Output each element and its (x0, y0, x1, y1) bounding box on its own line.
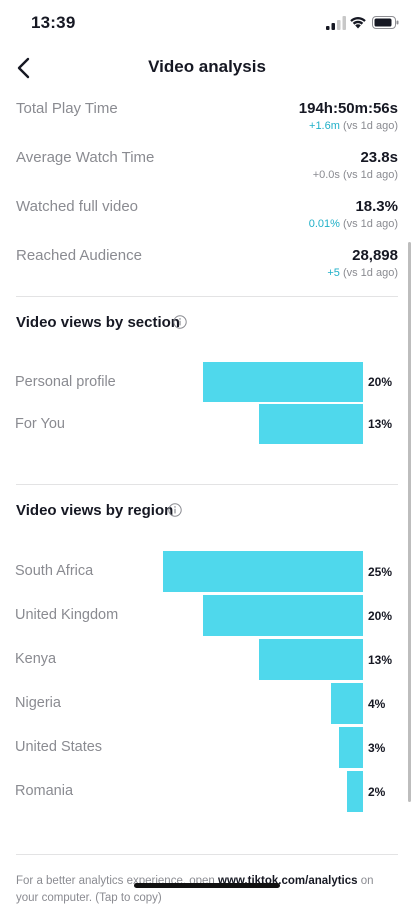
bar-label: Kenya (15, 651, 57, 667)
stat-total-play-time: Total Play Time 194h:50m:56s +1.6m (vs 1… (16, 96, 398, 145)
info-icon[interactable] (168, 503, 182, 517)
stat-delta: +5 (vs 1d ago) (327, 267, 398, 279)
page-title: Video analysis (148, 57, 266, 76)
stat-value: 28,898 (352, 247, 398, 264)
back-chevron-icon[interactable] (12, 54, 36, 82)
bar-percent: 4% (368, 697, 386, 711)
bar-label: United Kingdom (15, 607, 119, 623)
stat-delta: 0.01% (vs 1d ago) (309, 218, 398, 230)
stat-label: Reached Audience (16, 247, 142, 264)
stats-list: Total Play Time 194h:50m:56s +1.6m (vs 1… (16, 96, 398, 292)
stat-average-watch-time: Average Watch Time 23.8s +0.0s (vs 1d ag… (16, 145, 398, 194)
bar-percent: 20% (368, 375, 393, 389)
bar-label: South Africa (15, 563, 94, 579)
bar-label: Nigeria (15, 695, 61, 711)
bar (259, 639, 363, 680)
section-title-by-section: Video views by section (16, 314, 180, 331)
info-icon[interactable] (173, 315, 187, 329)
stat-delta: +0.0s (vs 1d ago) (313, 169, 398, 181)
bar (203, 362, 363, 402)
home-indicator (134, 883, 280, 888)
divider (16, 296, 398, 297)
bar (163, 551, 363, 592)
stat-value: 194h:50m:56s (298, 100, 398, 117)
divider (16, 484, 398, 485)
bar-label: Romania (15, 783, 74, 799)
stat-label: Watched full video (16, 198, 139, 215)
bar-row-nigeria: Nigeria 4% (0, 683, 414, 724)
bar-label: For You (15, 416, 65, 432)
bar (203, 595, 363, 636)
cellular-signal-icon (326, 16, 346, 30)
nav-header: Video analysis (0, 48, 414, 88)
stat-delta-value: +1.6m (309, 120, 340, 132)
status-time: 13:39 (31, 13, 76, 32)
stat-delta-value: +5 (327, 267, 340, 279)
bar-row-personal-profile: Personal profile 20% (0, 362, 414, 402)
bar-row-south-africa: South Africa 25% (0, 551, 414, 592)
bar-percent: 3% (368, 741, 386, 755)
stat-watched-full-video: Watched full video 18.3% 0.01% (vs 1d ag… (16, 194, 398, 243)
stat-delta: +1.6m (vs 1d ago) (309, 120, 398, 132)
wifi-icon (350, 17, 366, 29)
bar-percent: 13% (368, 653, 393, 667)
bar-row-united-states: United States 3% (0, 727, 414, 768)
bar-percent: 20% (368, 609, 393, 623)
stat-value: 18.3% (355, 198, 398, 215)
bar (339, 727, 363, 768)
stat-delta-suffix: (vs 1d ago) (339, 169, 398, 181)
stat-label: Total Play Time (16, 100, 118, 117)
scrollbar[interactable] (408, 242, 411, 802)
stat-delta-suffix: (vs 1d ago) (339, 120, 398, 132)
stat-label: Average Watch Time (16, 149, 155, 166)
divider (16, 854, 398, 855)
bar (347, 771, 363, 812)
stat-reached-audience: Reached Audience 28,898 +5 (vs 1d ago) (16, 243, 398, 292)
analytics-footer-note[interactable]: For a better analytics experience, open … (16, 873, 398, 907)
bar-percent: 2% (368, 785, 386, 799)
stat-delta-suffix: (vs 1d ago) (339, 218, 398, 230)
bar-row-romania: Romania 2% (0, 771, 414, 812)
status-bar: 13:39 (0, 0, 414, 48)
bar-percent: 13% (368, 417, 393, 431)
bar (331, 683, 363, 724)
bar-percent: 25% (368, 565, 393, 579)
stat-delta-suffix: (vs 1d ago) (339, 267, 398, 279)
section-title-by-region: Video views by region (16, 502, 174, 519)
stat-value: 23.8s (360, 149, 398, 166)
bar-row-kenya: Kenya 13% (0, 639, 414, 680)
stat-delta-value: 0.01% (308, 218, 340, 230)
bar (259, 404, 363, 444)
battery-icon (372, 16, 399, 29)
bar-label: Personal profile (15, 374, 116, 390)
bar-row-united-kingdom: United Kingdom 20% (0, 595, 414, 636)
bar-row-for-you: For You 13% (0, 404, 414, 444)
stat-delta-value: +0.0s (312, 169, 340, 181)
bar-label: United States (15, 739, 103, 755)
